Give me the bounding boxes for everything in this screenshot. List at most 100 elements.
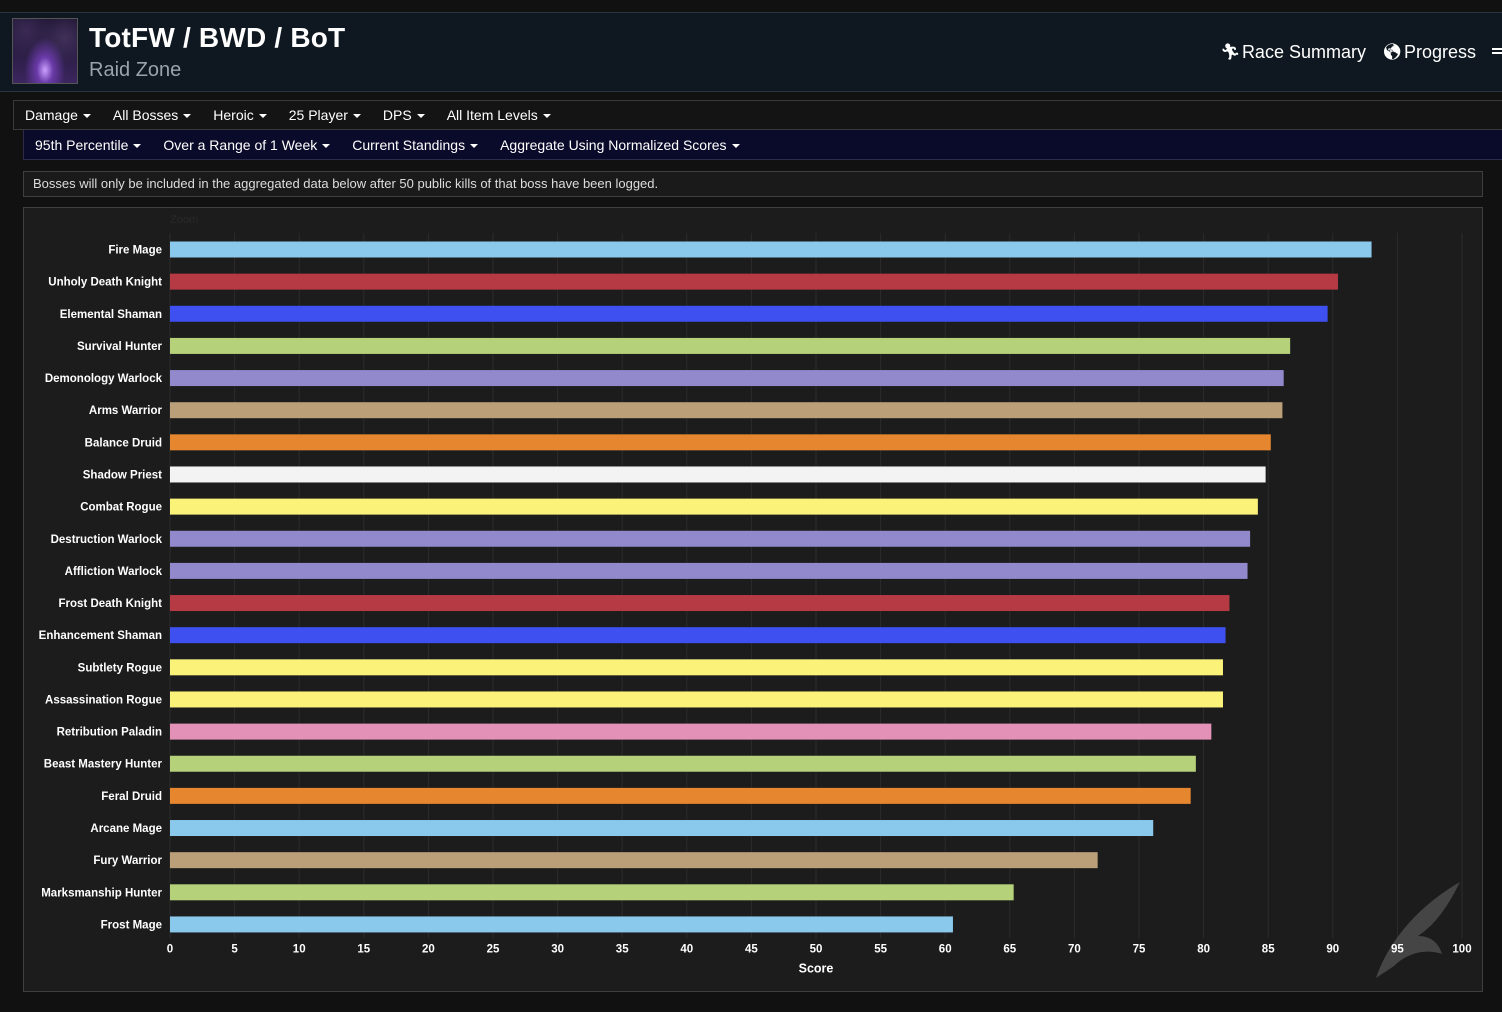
x-tick-label: 25	[487, 943, 500, 955]
bar[interactable]	[170, 691, 1223, 708]
caret-down-icon	[470, 143, 479, 148]
role-label: DPS	[382, 107, 412, 123]
difficulty-dropdown[interactable]: Heroic	[202, 107, 277, 123]
category-label: Beast Mastery Hunter	[44, 759, 163, 771]
zoom-label[interactable]: Zoom	[170, 214, 198, 226]
x-axis-title: Score	[799, 961, 834, 975]
x-tick-label: 40	[680, 943, 693, 955]
secondary-filter-bar: 95th Percentile Over a Range of 1 Week C…	[23, 130, 1502, 160]
bar[interactable]	[170, 241, 1372, 258]
x-tick-label: 70	[1068, 943, 1081, 955]
caret-down-icon	[183, 114, 192, 119]
x-tick-label: 100	[1452, 943, 1471, 955]
category-label: Frost Mage	[101, 919, 162, 931]
bar[interactable]	[170, 884, 1014, 901]
size-dropdown[interactable]: 25 Player	[278, 107, 372, 123]
category-label: Fury Warrior	[93, 855, 162, 867]
bar[interactable]	[170, 466, 1266, 483]
category-label: Arms Warrior	[89, 405, 163, 417]
more-link[interactable]	[1492, 46, 1502, 58]
caret-down-icon	[82, 114, 91, 119]
metric-dropdown[interactable]: Damage	[14, 107, 102, 123]
range-label: Over a Range of 1 Week	[163, 136, 318, 153]
bar[interactable]	[170, 916, 953, 933]
standings-dropdown[interactable]: Current Standings	[341, 137, 489, 153]
x-tick-label: 10	[293, 943, 306, 955]
x-tick-label: 45	[745, 943, 758, 955]
caret-down-icon	[258, 114, 267, 119]
bar[interactable]	[170, 530, 1251, 547]
header-links: 🏃︎ Race Summary 🌎︎ Progress	[1220, 39, 1502, 65]
standings-label: Current Standings	[352, 136, 466, 153]
x-tick-label: 5	[231, 943, 238, 955]
bar[interactable]	[170, 755, 1196, 772]
x-tick-label: 95	[1391, 943, 1404, 955]
bar[interactable]	[170, 852, 1098, 869]
running-icon: 🏃︎	[1219, 44, 1241, 61]
page-subtitle: Raid Zone	[89, 59, 182, 81]
bar[interactable]	[170, 595, 1230, 612]
category-label: Elemental Shaman	[60, 309, 162, 321]
aggregate-dropdown[interactable]: Aggregate Using Normalized Scores	[489, 137, 750, 153]
x-tick-label: 20	[422, 943, 435, 955]
category-label: Feral Druid	[101, 791, 162, 803]
progress-link[interactable]: 🌎︎ Progress	[1382, 42, 1476, 63]
percentile-dropdown[interactable]: 95th Percentile	[24, 137, 152, 153]
category-label: Retribution Paladin	[57, 727, 162, 739]
x-tick-label: 30	[551, 943, 564, 955]
category-label: Frost Death Knight	[59, 598, 163, 610]
category-label: Assassination Rogue	[45, 694, 162, 706]
caret-down-icon	[352, 114, 361, 119]
bar[interactable]	[170, 370, 1284, 387]
bar[interactable]	[170, 723, 1212, 740]
x-tick-label: 55	[874, 943, 887, 955]
category-label: Marksmanship Hunter	[41, 887, 162, 899]
page-title: TotFW / BWD / BoT	[89, 22, 346, 53]
item-level-dropdown[interactable]: All Item Levels	[436, 107, 562, 123]
x-tick-label: 90	[1326, 943, 1339, 955]
category-label: Destruction Warlock	[51, 534, 163, 546]
category-labels: Fire Mage Unholy Death Knight Elemental Sh…	[39, 245, 163, 932]
watermark-logo	[1376, 882, 1460, 978]
caret-down-icon	[416, 114, 425, 119]
metric-label: Damage	[25, 107, 78, 123]
bar[interactable]	[170, 659, 1223, 676]
difficulty-label: Heroic	[213, 107, 254, 123]
size-label: 25 Player	[288, 107, 348, 123]
bar[interactable]	[170, 498, 1258, 515]
bar[interactable]	[170, 434, 1271, 451]
x-tick-label: 50	[810, 943, 823, 955]
bar[interactable]	[170, 337, 1291, 354]
bar[interactable]	[170, 627, 1226, 644]
bar[interactable]	[170, 820, 1154, 837]
zone-image	[12, 18, 78, 84]
category-label: Affliction Warlock	[65, 566, 163, 578]
top-strip	[0, 0, 1502, 12]
bar[interactable]	[170, 562, 1248, 579]
x-tick-label: 80	[1197, 943, 1210, 955]
score-bar-chart: Zoom Fire Mage Unholy Death Knight Element…	[39, 214, 1472, 975]
x-tick-labels: 0 5 10 15 20 25 30 35 40 45 50 55 60 65 70 75 80 85 90 95 10…	[167, 943, 1472, 955]
primary-filter-bar: Damage All Bosses Heroic 25 Player DPS A…	[13, 100, 1502, 130]
boss-label: All Bosses	[112, 107, 179, 123]
category-label: Subtlety Rogue	[78, 662, 162, 674]
bar[interactable]	[170, 305, 1328, 322]
caret-down-icon	[322, 143, 331, 148]
category-label: Shadow Priest	[83, 469, 162, 481]
x-tick-label: 0	[167, 943, 173, 955]
bar[interactable]	[170, 787, 1191, 804]
x-tick-label: 15	[357, 943, 370, 955]
category-label: Combat Rogue	[80, 502, 162, 514]
x-tick-label: 60	[939, 943, 952, 955]
bar[interactable]	[170, 273, 1338, 290]
category-label: Arcane Mage	[90, 823, 162, 835]
list-icon	[1492, 46, 1502, 58]
race-summary-link[interactable]: 🏃︎ Race Summary	[1220, 42, 1366, 63]
bar[interactable]	[170, 402, 1283, 419]
role-dropdown[interactable]: DPS	[372, 107, 436, 123]
x-tick-label: 75	[1133, 943, 1146, 955]
caret-down-icon	[731, 143, 740, 148]
range-dropdown[interactable]: Over a Range of 1 Week	[152, 137, 341, 153]
boss-dropdown[interactable]: All Bosses	[102, 107, 202, 123]
caret-down-icon	[133, 143, 142, 148]
